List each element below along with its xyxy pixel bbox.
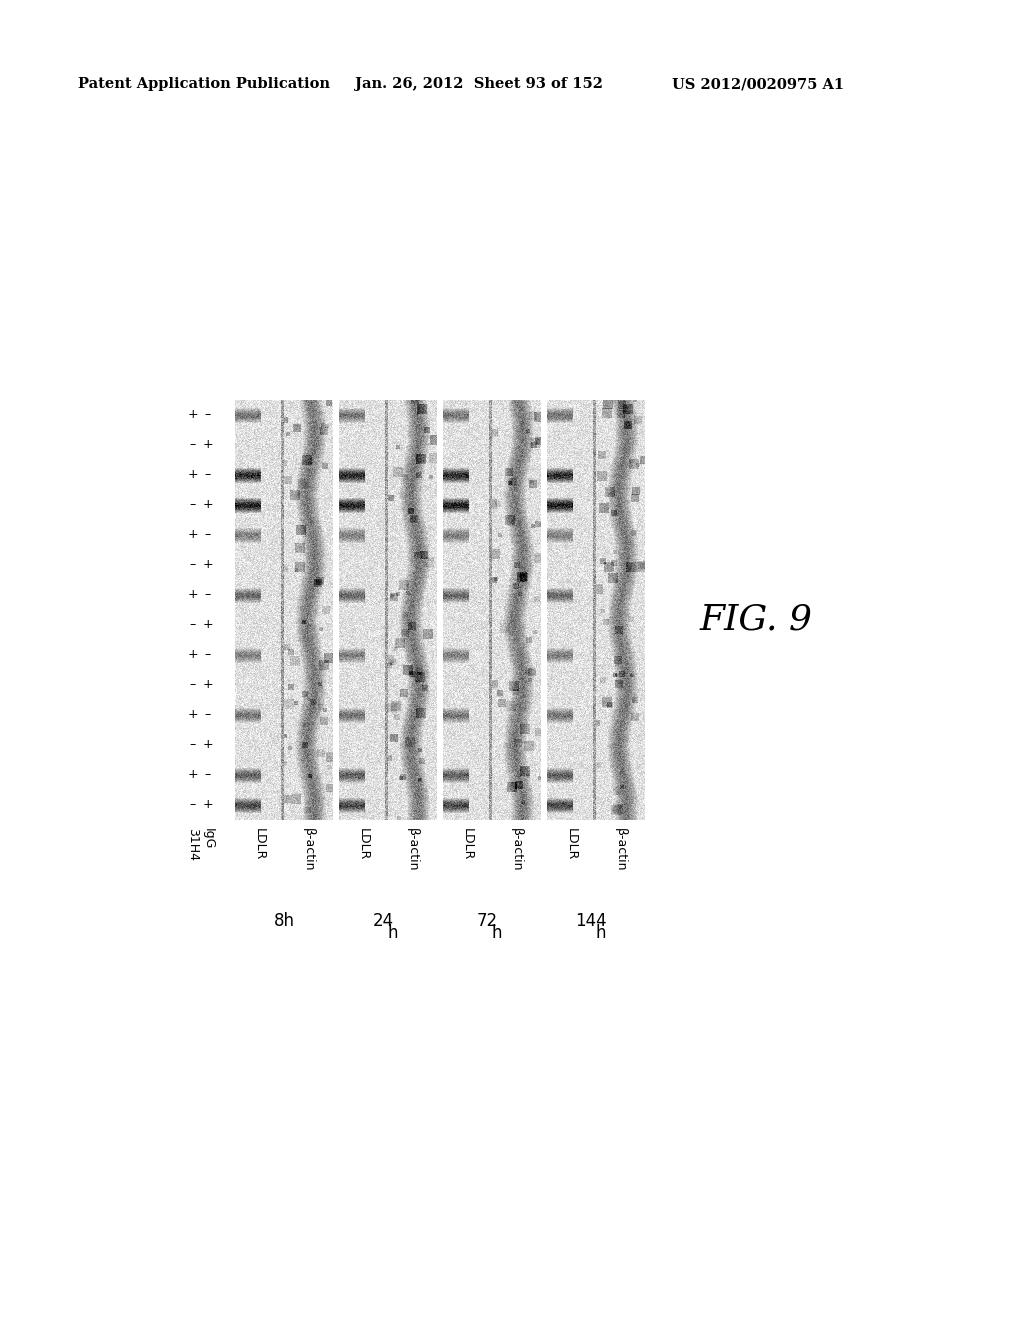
Text: +: + [203,619,213,631]
Text: 144: 144 [575,912,607,931]
Text: 31H4: 31H4 [186,828,200,861]
Text: +: + [187,469,199,482]
Text: –: – [189,619,197,631]
Text: US 2012/0020975 A1: US 2012/0020975 A1 [672,77,844,91]
Text: –: – [205,589,211,602]
Text: +: + [187,768,199,781]
Text: LDLR: LDLR [357,828,370,861]
Text: +: + [187,408,199,421]
Text: β-actin: β-actin [406,828,419,871]
Text: +: + [203,438,213,451]
Text: +: + [187,648,199,661]
Text: 8h: 8h [273,912,295,931]
Text: β-actin: β-actin [302,828,315,871]
Text: LDLR: LDLR [253,828,266,861]
Text: 24: 24 [373,912,393,931]
Text: –: – [189,438,197,451]
Text: IgG: IgG [202,828,214,849]
Text: –: – [189,799,197,812]
Text: –: – [205,528,211,541]
Text: β-actin: β-actin [510,828,523,871]
Text: +: + [203,799,213,812]
Text: +: + [203,499,213,511]
Text: LDLR: LDLR [565,828,578,861]
Text: –: – [189,678,197,692]
Text: h: h [492,924,502,942]
Text: Patent Application Publication: Patent Application Publication [78,77,330,91]
Text: –: – [189,499,197,511]
Text: 72: 72 [476,912,498,931]
Text: FIG. 9: FIG. 9 [700,603,813,638]
Text: +: + [203,738,213,751]
Text: –: – [189,558,197,572]
Text: –: – [189,738,197,751]
Text: h: h [596,924,606,942]
Text: –: – [205,469,211,482]
Text: LDLR: LDLR [461,828,474,861]
Text: –: – [205,768,211,781]
Text: +: + [203,558,213,572]
Text: –: – [205,408,211,421]
Text: +: + [203,678,213,692]
Text: +: + [187,528,199,541]
Text: –: – [205,648,211,661]
Text: β-actin: β-actin [614,828,627,871]
Text: +: + [187,709,199,722]
Text: –: – [205,709,211,722]
Text: Jan. 26, 2012  Sheet 93 of 152: Jan. 26, 2012 Sheet 93 of 152 [355,77,603,91]
Text: h: h [388,924,398,942]
Text: +: + [187,589,199,602]
